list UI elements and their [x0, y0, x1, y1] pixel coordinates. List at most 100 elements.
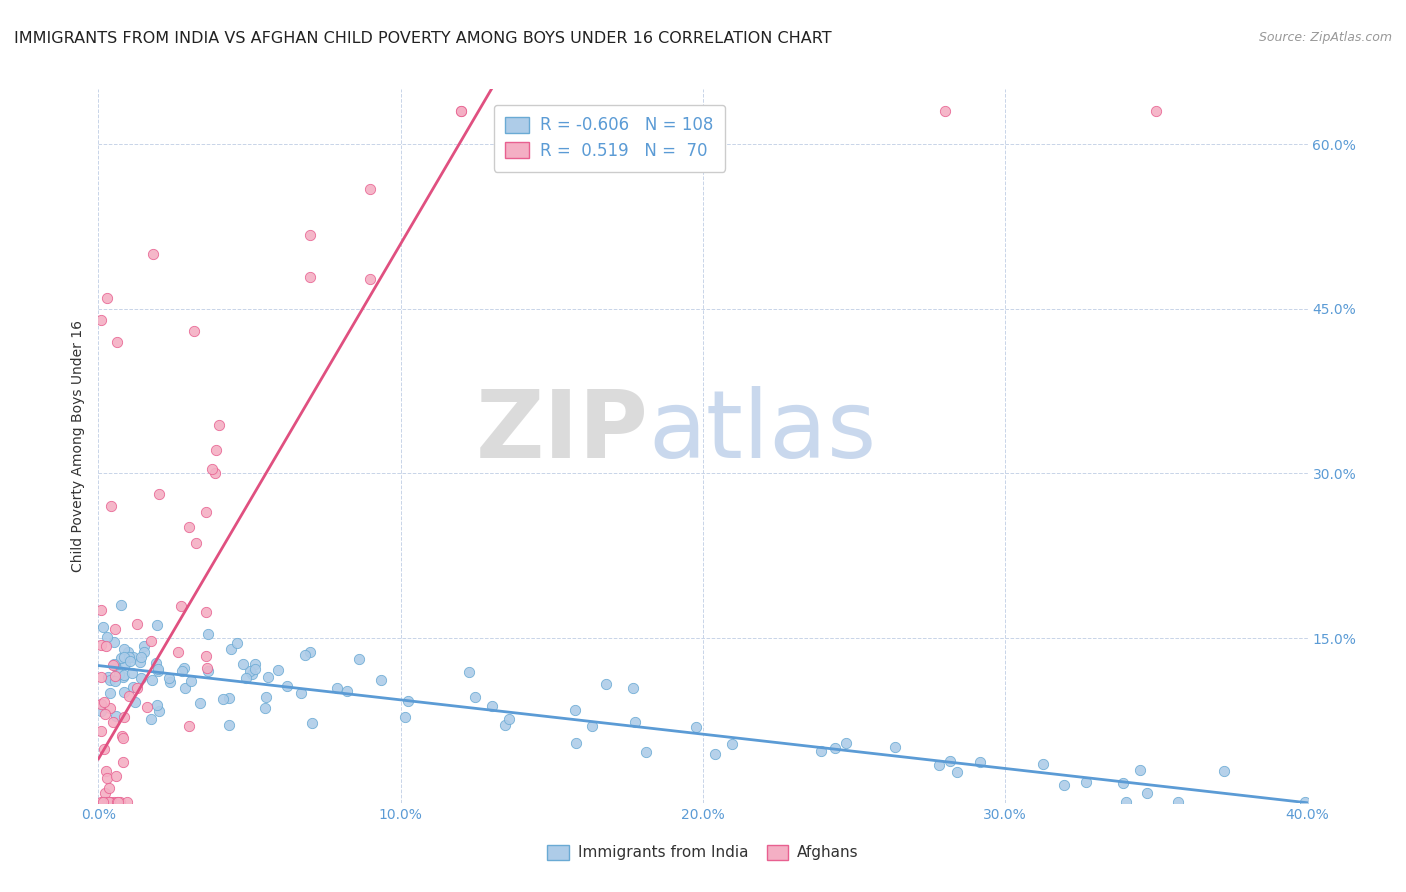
Point [104, 622, 127, 636]
Point [450, 104, 472, 119]
Point [98, 795, 121, 809]
Point [197, 661, 219, 675]
Point [111, 755, 134, 769]
Point [104, 673, 127, 688]
Point [290, 686, 312, 700]
Point [90, 704, 112, 718]
Point [824, 741, 846, 756]
Point [294, 648, 316, 662]
Point [118, 649, 141, 664]
Point [91, 620, 114, 634]
Point [1112, 775, 1135, 789]
Point [256, 690, 278, 704]
Point [107, 661, 129, 675]
Point [91, 795, 114, 809]
Point [254, 701, 277, 715]
Point [145, 656, 167, 670]
Point [1076, 774, 1098, 789]
Point [114, 657, 136, 671]
Point [212, 692, 235, 706]
Point [118, 654, 141, 668]
Point [90, 723, 112, 738]
Point [177, 520, 200, 534]
Point [96, 291, 118, 305]
Point [464, 690, 486, 704]
Point [118, 689, 141, 703]
Point [127, 681, 149, 695]
Point [103, 795, 125, 809]
Point [121, 680, 143, 694]
Point [946, 765, 969, 780]
Point [110, 650, 132, 665]
Point [98, 701, 121, 715]
Point [180, 674, 202, 689]
Point [226, 636, 249, 650]
Point [239, 664, 262, 678]
Point [703, 747, 725, 762]
Point [117, 644, 139, 658]
Point [194, 605, 217, 619]
Point [197, 627, 219, 641]
Point [235, 671, 257, 685]
Point [201, 462, 224, 476]
Point [110, 795, 132, 809]
Point [96, 630, 118, 644]
Point [266, 663, 288, 677]
Point [623, 715, 645, 730]
Point [148, 486, 170, 500]
Point [301, 715, 323, 730]
Point [170, 599, 193, 613]
Point [195, 649, 218, 664]
Point [105, 769, 128, 783]
Point [564, 703, 586, 717]
Point [98, 673, 121, 688]
Point [103, 657, 125, 672]
Point [218, 691, 240, 706]
Point [107, 795, 129, 809]
Point [146, 662, 169, 676]
Point [96, 795, 118, 809]
Point [132, 645, 155, 659]
Point [103, 657, 125, 672]
Point [1032, 756, 1054, 771]
Point [142, 247, 165, 261]
Point [98, 781, 121, 796]
Point [458, 665, 481, 680]
Point [112, 649, 135, 664]
Point [205, 443, 228, 458]
Point [494, 717, 516, 731]
Point [97, 795, 120, 809]
Point [100, 499, 122, 513]
Text: ZIP: ZIP [475, 385, 648, 478]
Point [1129, 763, 1152, 777]
Point [139, 712, 162, 726]
Point [96, 670, 118, 684]
Point [177, 719, 200, 733]
Point [969, 756, 991, 770]
Point [90, 670, 112, 684]
Point [481, 699, 503, 714]
Point [105, 795, 128, 809]
Point [299, 227, 322, 242]
Point [167, 645, 190, 659]
Point [94, 706, 117, 721]
Point [90, 698, 112, 712]
Point [1167, 795, 1189, 809]
Point [94, 786, 117, 800]
Point [145, 617, 167, 632]
Point [276, 679, 298, 693]
Point [132, 639, 155, 653]
Point [136, 699, 159, 714]
Point [129, 649, 152, 664]
Point [93, 695, 115, 709]
Point [124, 696, 146, 710]
Point [720, 737, 742, 751]
Point [1136, 786, 1159, 800]
Point [148, 704, 170, 718]
Point [232, 657, 254, 672]
Point [1115, 795, 1137, 809]
Point [631, 104, 654, 119]
Point [498, 712, 520, 726]
Point [93, 742, 115, 756]
Point [221, 642, 243, 657]
